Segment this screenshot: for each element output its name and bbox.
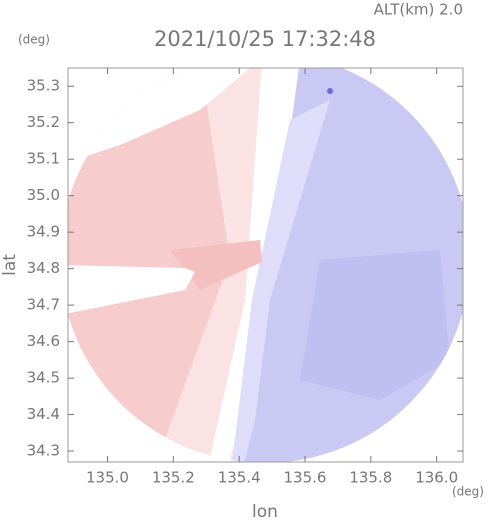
x-tick-label: 136.0: [415, 469, 458, 487]
y-tick-label: 35.0: [27, 186, 60, 204]
y-tick-label: 35.3: [27, 77, 60, 95]
x-tick-label: 135.4: [218, 469, 261, 487]
plot-frame: [67, 67, 464, 463]
y-axis-label: lat: [0, 254, 20, 276]
x-axis-label: lon: [252, 502, 278, 521]
y-tick-label: 34.8: [27, 259, 60, 277]
y-tick-label: 34.6: [27, 332, 60, 350]
y-tick-label: 34.9: [27, 223, 60, 241]
radar-field: [68, 68, 463, 462]
x-tick-label: 135.6: [284, 469, 327, 487]
x-tick-label: 135.8: [349, 469, 392, 487]
chart-title: 2021/10/25 17:32:48: [154, 27, 376, 51]
x-tick-label: 135.2: [152, 469, 195, 487]
y-unit: (deg): [18, 33, 50, 47]
subtitle: ALT(km) 2.0: [374, 1, 463, 19]
x-unit: (deg): [452, 485, 484, 499]
y-tick-label: 34.7: [27, 296, 60, 314]
y-tick-label: 35.2: [27, 113, 60, 131]
y-tick-label: 35.1: [27, 150, 60, 168]
y-tick-label: 34.4: [27, 405, 60, 423]
y-tick-label: 34.5: [27, 369, 60, 387]
y-tick-label: 34.3: [27, 442, 60, 460]
x-tick-label: 135.0: [86, 469, 129, 487]
